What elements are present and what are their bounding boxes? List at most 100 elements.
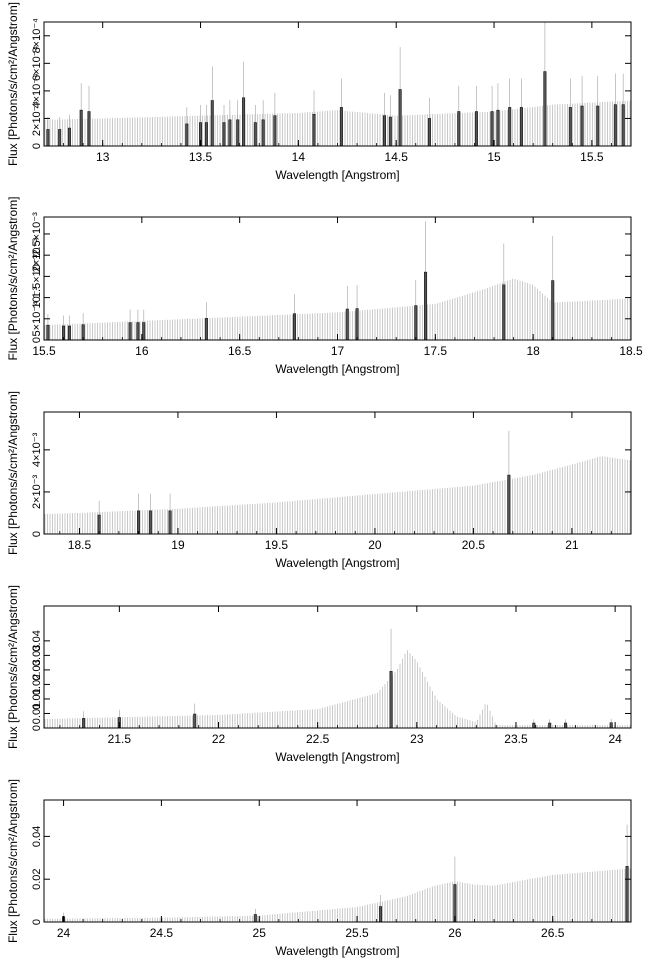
y-tick-label: 10⁻³: [31, 286, 43, 308]
x-tick-label: 25: [253, 926, 267, 940]
line-bar: [97, 514, 101, 534]
y-tick-label: 0.04: [31, 826, 43, 847]
x-axis-label: Wavelength [Angstrom]: [275, 750, 399, 764]
x-tick-label: 21: [565, 538, 579, 552]
x-tick-label: 22: [212, 732, 226, 746]
continuum-series: [44, 868, 631, 922]
x-axis-label: Wavelength [Angstrom]: [275, 362, 399, 376]
line-bar: [532, 722, 536, 728]
line-bar: [564, 722, 568, 728]
y-tick-label: 0.01: [31, 688, 43, 709]
line-bar: [427, 118, 431, 146]
line-bar: [137, 510, 141, 534]
line-bar: [382, 115, 386, 146]
x-tick-label: 24.5: [150, 926, 174, 940]
line-bar: [596, 105, 600, 146]
line-bar: [228, 119, 232, 146]
line-bar: [193, 713, 197, 728]
y-axis-label: Flux [Photons/s/cm²/Angstrom]: [6, 585, 20, 749]
line-bar: [414, 305, 418, 340]
x-axis-label: Wavelength [Angstrom]: [275, 556, 399, 570]
line-bar: [457, 111, 461, 146]
line-bar: [508, 107, 512, 146]
y-tick-label: 0: [31, 531, 43, 537]
continuum-series: [44, 456, 631, 534]
y-axis-label: Flux [Photons/s/cm²/Angstrom]: [6, 196, 20, 360]
y-tick-label: 5×10⁻⁴: [31, 301, 43, 337]
line-bar: [543, 71, 547, 146]
y-tick-label: 0: [31, 725, 43, 731]
y-tick-label: 8×10⁻⁴: [31, 18, 43, 54]
y-tick-label: 0.04: [31, 630, 43, 651]
line-bar: [496, 109, 500, 146]
y-tick-label: 0.02: [31, 868, 43, 889]
x-tick-label: 19.5: [265, 538, 289, 552]
x-tick-label: 21.5: [108, 732, 132, 746]
line-bar: [379, 906, 383, 922]
line-series: [46, 22, 625, 146]
line-bar: [46, 324, 50, 340]
line-bar: [87, 111, 91, 146]
y-tick-label: 0.03: [31, 645, 43, 666]
y-tick-label: 1.5×10⁻³: [31, 254, 43, 298]
line-bar: [389, 671, 393, 728]
line-bar: [453, 884, 457, 922]
x-tick-label: 24: [608, 732, 622, 746]
line-bar: [312, 114, 316, 146]
spectrum-panel-3: 18.5 19 19.5 20 20.5 21 0 2×10⁻³ 4×10⁻³ Wavelengt…: [6, 391, 632, 570]
line-bar: [273, 115, 277, 146]
line-bar: [548, 722, 552, 728]
y-tick-label: 4×10⁻³: [31, 432, 43, 467]
line-bar: [142, 322, 146, 340]
x-tick-label: 13: [96, 150, 110, 164]
line-bar: [568, 107, 572, 146]
x-tick-label: 18: [526, 344, 540, 358]
line-bar: [519, 107, 523, 146]
x-tick-label: 18.5: [68, 538, 92, 552]
line-bar: [474, 111, 478, 146]
x-tick-label: 15.5: [32, 344, 56, 358]
line-bar: [128, 322, 132, 340]
y-tick-label: 0: [31, 337, 43, 343]
y-tick-label: 0.01: [31, 703, 43, 724]
line-bar: [58, 129, 62, 146]
line-bar: [168, 510, 172, 534]
line-bar: [355, 308, 359, 340]
x-axis-label: Wavelength [Angstrom]: [275, 944, 399, 958]
line-series: [97, 430, 511, 534]
y-tick-label: 0.02: [31, 674, 43, 695]
line-bar: [46, 129, 50, 146]
x-tick-label: 20: [368, 538, 382, 552]
line-bar: [81, 324, 85, 340]
x-axis-label: Wavelength [Angstrom]: [275, 168, 399, 182]
plot-frame: [43, 799, 632, 923]
x-tick-label: 17.5: [424, 344, 448, 358]
x-tick-label: 15.5: [580, 150, 604, 164]
line-bar: [185, 123, 189, 146]
line-bar: [253, 122, 257, 146]
line-bar: [210, 100, 214, 146]
line-bar: [551, 280, 555, 340]
line-bar: [490, 111, 494, 146]
line-bar: [339, 107, 343, 146]
line-bar: [67, 325, 71, 340]
line-bar: [507, 474, 511, 534]
y-tick-label: 2×10⁻³: [31, 238, 43, 273]
line-bar: [82, 718, 86, 728]
line-bar: [253, 914, 257, 922]
line-bar: [398, 89, 402, 146]
line-bar: [609, 722, 613, 728]
line-bar: [242, 97, 246, 146]
x-tick-label: 16: [135, 344, 149, 358]
continuum-series: [44, 278, 631, 340]
x-tick-label: 26.5: [541, 926, 565, 940]
continuum-series: [44, 650, 631, 728]
line-bar: [621, 104, 625, 146]
y-tick-label: 0: [31, 919, 43, 925]
line-bar: [204, 122, 208, 146]
line-bar: [222, 122, 226, 146]
x-tick-label: 26: [448, 926, 462, 940]
x-tick-label: 17: [331, 344, 345, 358]
line-bar: [388, 116, 392, 146]
y-tick-label: 2×10⁻³: [31, 474, 43, 509]
